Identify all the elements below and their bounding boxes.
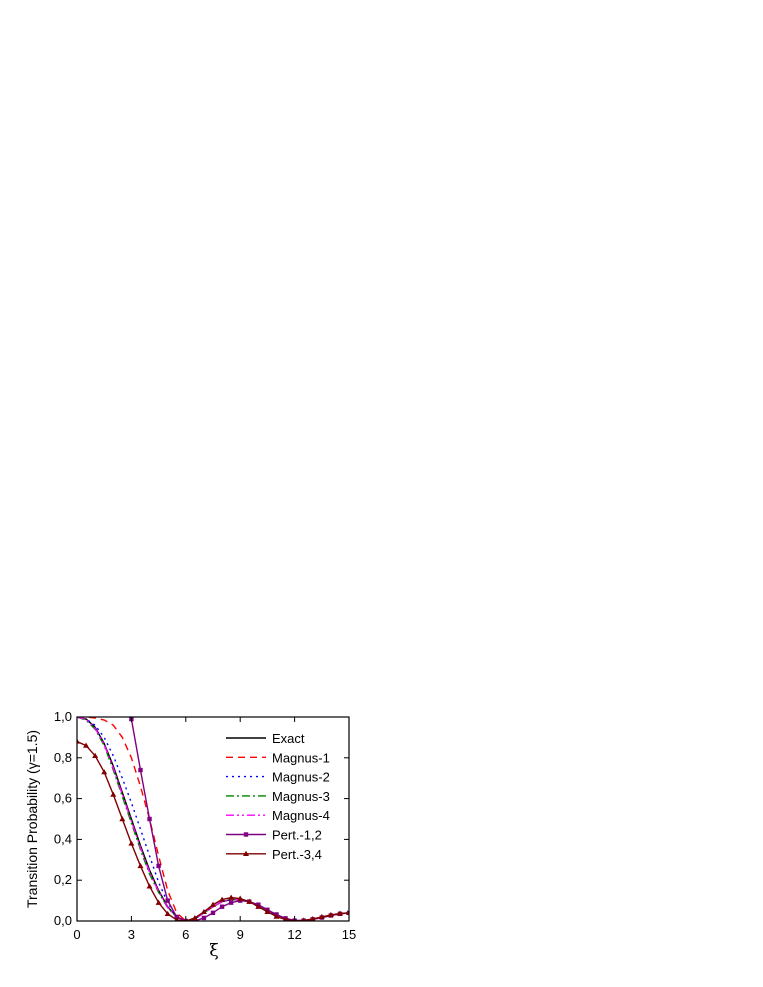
marker	[318, 913, 325, 920]
x-tick-label: 12	[287, 927, 301, 942]
x-tick-label: 6	[182, 927, 189, 942]
x-tick-label: 3	[128, 927, 135, 942]
y-tick-label: 0,0	[54, 913, 72, 928]
marker	[128, 840, 135, 846]
marker	[138, 767, 143, 773]
legend-label: Magnus-4	[272, 808, 330, 823]
legend-marker	[243, 832, 249, 837]
marker	[110, 791, 117, 797]
marker	[119, 816, 126, 822]
legend-marker	[243, 850, 249, 856]
marker	[255, 903, 262, 909]
legend-label: Pert.-3,4	[272, 847, 322, 862]
x-tick-label: 15	[342, 927, 356, 942]
y-tick-label: 0,8	[54, 750, 72, 765]
marker	[228, 900, 234, 905]
y-tick-label: 0,4	[54, 831, 72, 846]
marker	[83, 742, 90, 748]
marker	[164, 910, 171, 917]
marker	[147, 816, 152, 822]
legend-label: Pert.-1,2	[272, 828, 322, 843]
marker	[156, 863, 161, 869]
legend-label: Magnus-1	[272, 750, 330, 765]
marker	[201, 915, 207, 921]
x-axis-label: ξ	[209, 941, 218, 961]
marker	[200, 908, 207, 915]
x-tick-label: 0	[73, 927, 80, 942]
marker	[228, 894, 235, 900]
marker	[246, 898, 253, 904]
marker	[165, 898, 170, 903]
marker	[146, 883, 153, 889]
marker	[101, 769, 108, 775]
marker	[155, 899, 162, 905]
marker	[282, 916, 289, 921]
marker	[174, 916, 180, 921]
marker	[92, 752, 99, 758]
marker	[174, 914, 179, 920]
marker	[219, 904, 225, 909]
y-axis-label: Transition Probability (γ=1.5)	[24, 730, 40, 908]
marker	[219, 896, 226, 902]
y-tick-label: 0,2	[54, 872, 72, 887]
marker	[237, 895, 244, 901]
marker	[327, 911, 334, 918]
y-tick-label: 0,6	[54, 791, 72, 806]
marker	[77, 738, 80, 744]
marker	[210, 910, 216, 916]
marker	[336, 910, 343, 916]
legend-label: Magnus-2	[272, 770, 330, 785]
marker	[210, 901, 216, 907]
marker	[264, 908, 271, 915]
marker	[273, 913, 280, 919]
marker	[301, 917, 306, 921]
legend-label: Exact	[272, 731, 305, 746]
plot-frame	[76, 716, 350, 922]
y-tick-label: 1,0	[54, 709, 72, 724]
marker	[191, 914, 198, 921]
x-tick-label: 9	[237, 927, 244, 942]
marker	[309, 915, 316, 921]
marker	[346, 909, 349, 916]
legend-label: Magnus-3	[272, 789, 330, 804]
marker	[137, 862, 144, 869]
